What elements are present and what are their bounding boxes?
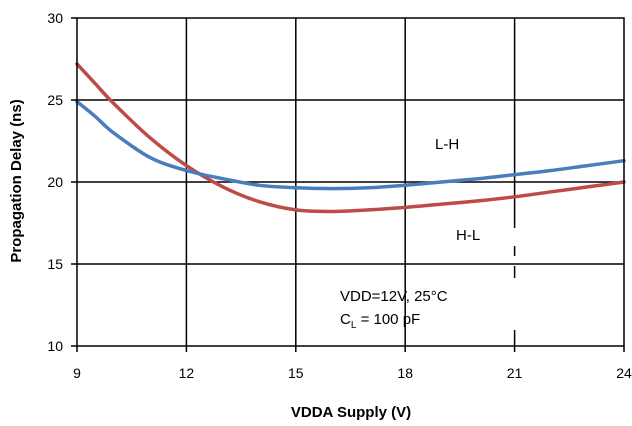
y-tick-label-15: 15 [47, 256, 63, 272]
grid-lines [77, 18, 624, 346]
series-line-l-h [75, 99, 626, 191]
x-tick-label-9: 9 [73, 365, 81, 381]
series-layer [75, 62, 626, 214]
series-line-h-l [75, 62, 626, 214]
x-tick-label-21: 21 [507, 365, 523, 381]
x-tick-label-15: 15 [288, 365, 304, 381]
series-label-hl: H-L [456, 227, 480, 244]
y-tick-label-25: 25 [47, 92, 63, 108]
load-label-subscript: L [351, 320, 357, 331]
y-tick-label-30: 30 [47, 10, 63, 26]
x-tick-label-12: 12 [179, 365, 195, 381]
y-axis-title: Propagation Delay (ns) [8, 99, 25, 262]
condition-label-vdd-temp: VDD=12V, 25°C [340, 288, 448, 305]
load-label-value: = 100 pF [356, 311, 420, 328]
x-axis-title: VDDA Supply (V) [291, 404, 411, 421]
y-axis-ticks: 10 15 20 25 30 [47, 10, 77, 354]
x-tick-label-18: 18 [397, 365, 413, 381]
condition-label-load: CL = 100 pF [340, 311, 420, 331]
x-tick-label-24: 24 [616, 365, 632, 381]
series-label-lh: L-H [435, 136, 459, 153]
y-tick-label-20: 20 [47, 174, 63, 190]
x-axis-ticks: 9 12 15 18 21 24 [73, 346, 632, 381]
y-tick-label-10: 10 [47, 338, 63, 354]
load-label-prefix: C [340, 311, 351, 328]
